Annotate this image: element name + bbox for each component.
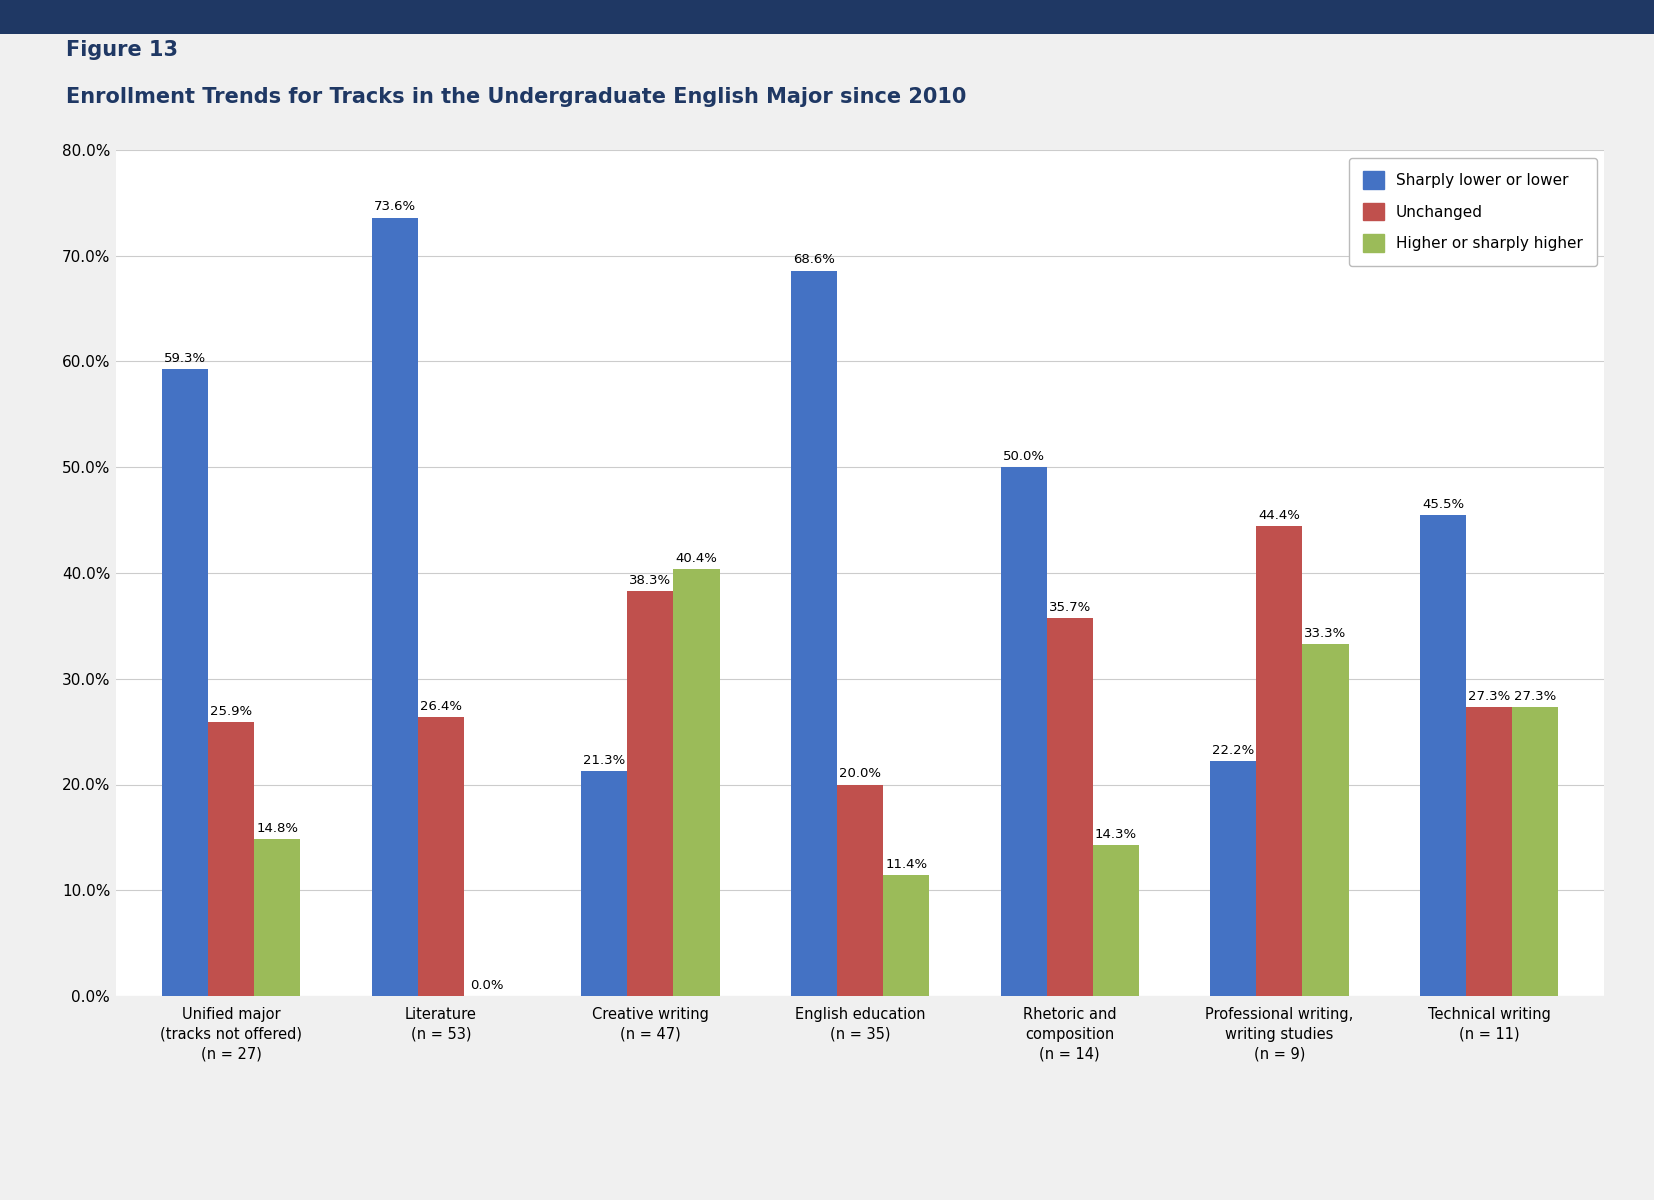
Bar bbox=[418, 716, 463, 996]
Text: 33.3%: 33.3% bbox=[1305, 626, 1346, 640]
Text: 40.4%: 40.4% bbox=[675, 552, 718, 564]
Bar bbox=[1211, 761, 1257, 996]
Text: 11.4%: 11.4% bbox=[885, 858, 928, 871]
Text: 59.3%: 59.3% bbox=[164, 352, 207, 365]
Bar bbox=[1419, 515, 1465, 996]
Text: 50.0%: 50.0% bbox=[1002, 450, 1045, 463]
Bar bbox=[208, 722, 255, 996]
Text: 73.6%: 73.6% bbox=[374, 200, 415, 214]
Legend: Sharply lower or lower, Unchanged, Higher or sharply higher: Sharply lower or lower, Unchanged, Highe… bbox=[1348, 157, 1596, 265]
Text: 68.6%: 68.6% bbox=[792, 253, 835, 266]
Bar bbox=[1465, 707, 1512, 996]
Text: 14.3%: 14.3% bbox=[1095, 828, 1136, 840]
Text: Figure 13: Figure 13 bbox=[66, 40, 179, 60]
Text: 21.3%: 21.3% bbox=[584, 754, 625, 767]
Bar bbox=[883, 876, 930, 996]
Bar bbox=[1257, 527, 1302, 996]
Text: 27.3%: 27.3% bbox=[1469, 690, 1510, 703]
Text: 26.4%: 26.4% bbox=[420, 700, 461, 713]
Text: 27.3%: 27.3% bbox=[1513, 690, 1556, 703]
Text: 45.5%: 45.5% bbox=[1422, 498, 1464, 511]
Bar bbox=[837, 785, 883, 996]
Text: 44.4%: 44.4% bbox=[1259, 509, 1300, 522]
Bar bbox=[627, 590, 673, 996]
Text: Enrollment Trends for Tracks in the Undergraduate English Major since 2010: Enrollment Trends for Tracks in the Unde… bbox=[66, 88, 966, 107]
Text: 22.2%: 22.2% bbox=[1212, 744, 1254, 757]
Bar bbox=[372, 217, 418, 996]
Bar bbox=[255, 840, 301, 996]
Text: 35.7%: 35.7% bbox=[1049, 601, 1092, 614]
Text: 14.8%: 14.8% bbox=[256, 822, 298, 835]
Bar bbox=[1047, 618, 1093, 996]
Text: 38.3%: 38.3% bbox=[630, 574, 672, 587]
Text: 25.9%: 25.9% bbox=[210, 704, 251, 718]
Text: 0.0%: 0.0% bbox=[470, 979, 503, 991]
Bar bbox=[1302, 644, 1348, 996]
Bar bbox=[791, 270, 837, 996]
Text: 20.0%: 20.0% bbox=[839, 767, 882, 780]
Bar bbox=[1093, 845, 1140, 996]
Bar bbox=[581, 770, 627, 996]
Bar bbox=[1001, 467, 1047, 996]
Bar bbox=[162, 368, 208, 996]
Bar bbox=[1512, 707, 1558, 996]
Bar bbox=[673, 569, 719, 996]
